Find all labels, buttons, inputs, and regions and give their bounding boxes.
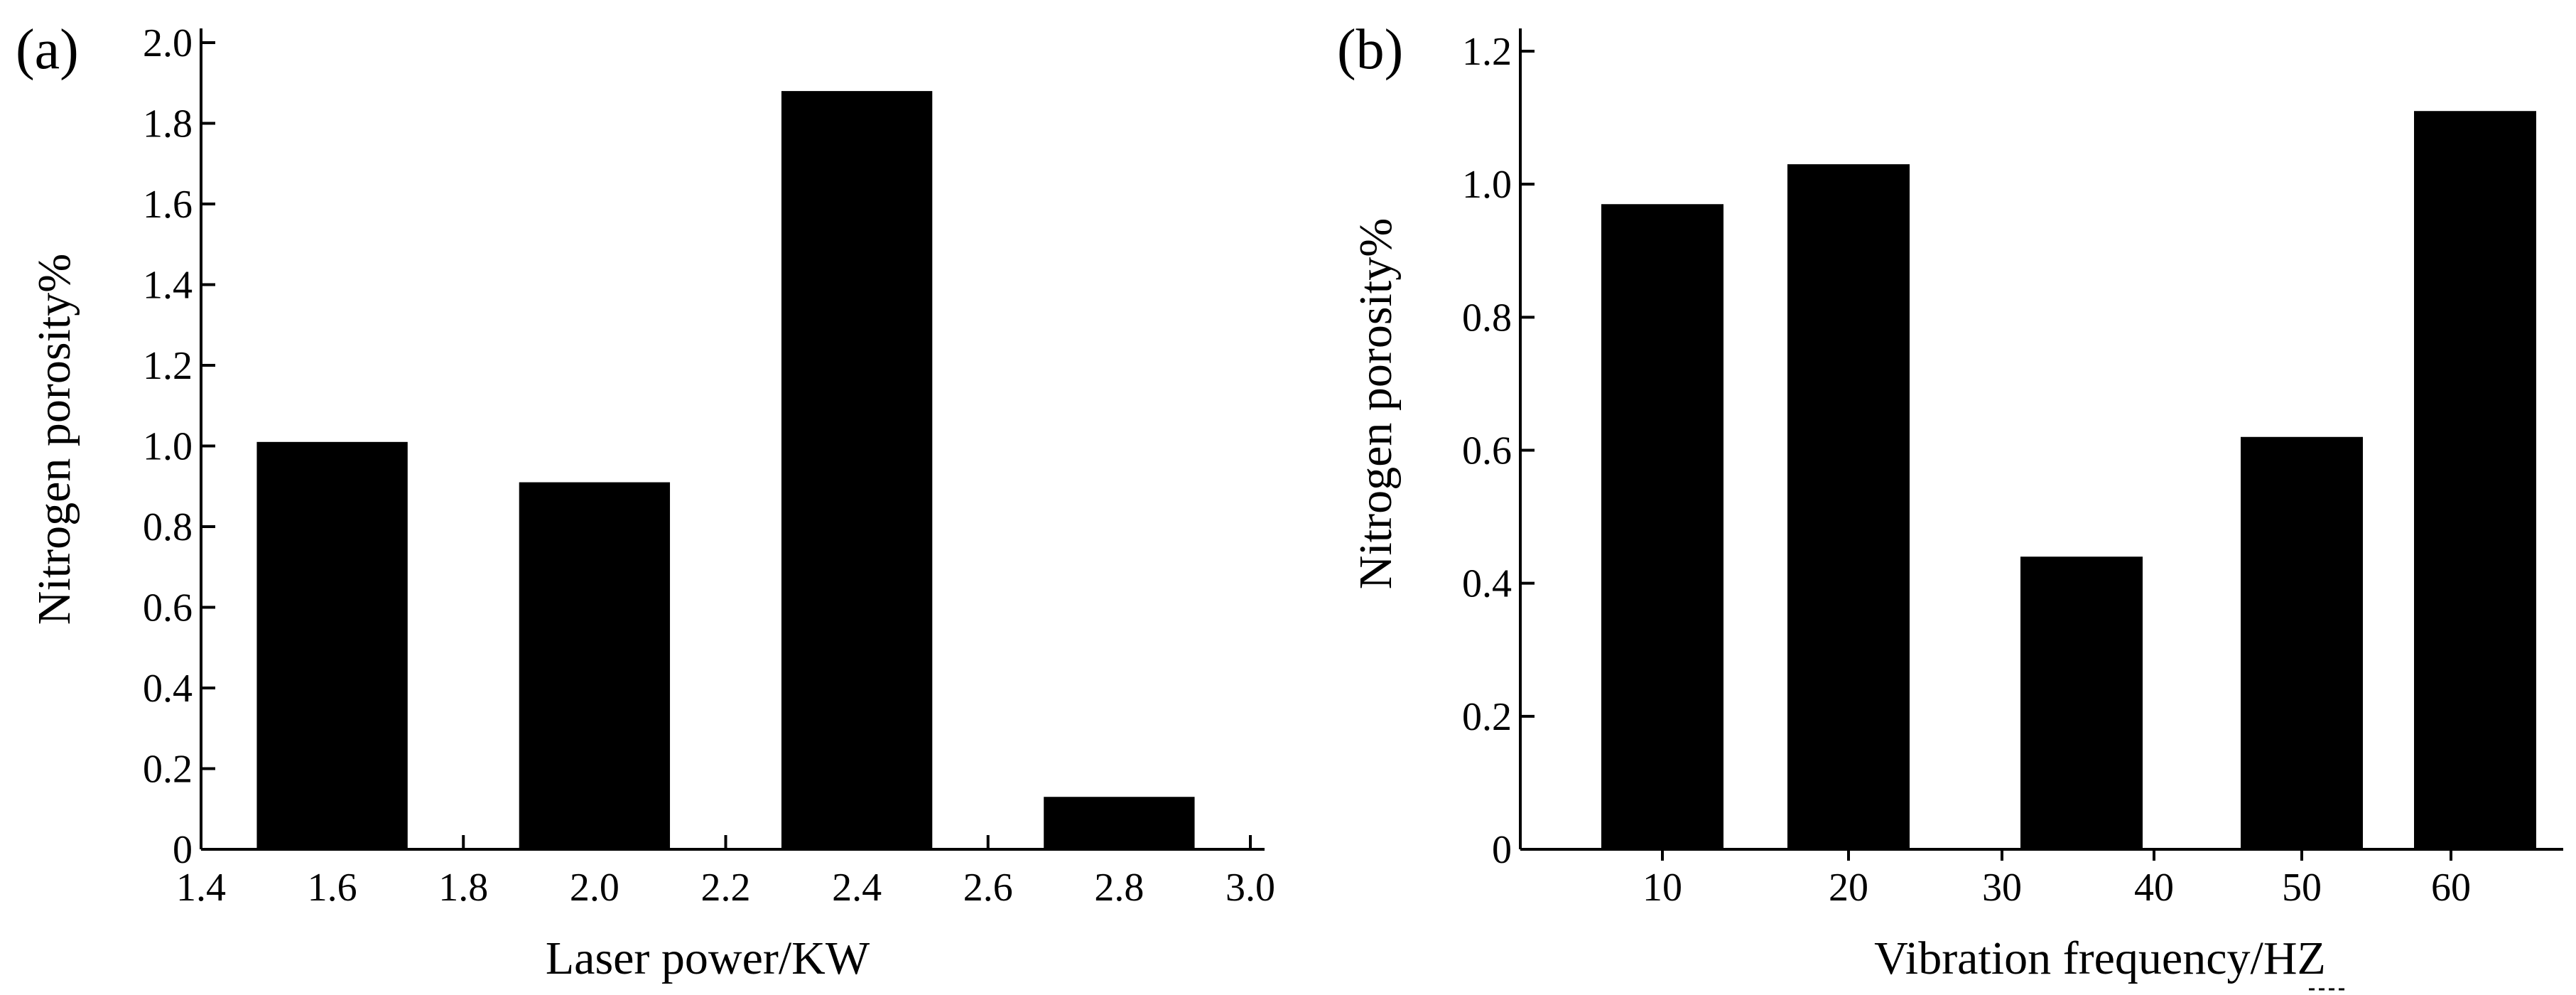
bar-b-3 xyxy=(2020,556,2143,849)
x-tick-label-b: 60 xyxy=(2431,866,2471,910)
x-tick-label-a: 2.4 xyxy=(832,866,882,910)
bar-b-2 xyxy=(1787,164,1910,849)
chart-panel-b: (b) 0 0.2 0.4 0.6 0.8 1.0 1.2 10 20 30 40 50 60 Vib… xyxy=(1337,18,2563,991)
bar-a-3 xyxy=(781,91,933,850)
y-tick-label-b: 0.2 xyxy=(1462,695,1512,739)
y-tick-label-a: 0.8 xyxy=(143,505,193,549)
panel-label-a: (a) xyxy=(16,18,79,81)
y-axis-title-b: Nitrogen porosity% xyxy=(1350,218,1402,589)
y-tick-label-a: 1.6 xyxy=(143,183,193,227)
x-tick-label-a: 1.8 xyxy=(438,866,488,910)
y-tick-label-a: 0.6 xyxy=(143,586,193,630)
x-tick-label-b: 20 xyxy=(1829,866,1868,910)
x-tick-label-b: 30 xyxy=(1982,866,2022,910)
x-axis-title-b: Vibration frequency/HZ xyxy=(1874,932,2326,984)
y-tick-label-a: 2.0 xyxy=(143,21,193,65)
y-tick-label-a: 0.4 xyxy=(143,667,193,711)
chart-panel-a: (a) 0 0.2 0.4 0.6 0.8 1.0 1.2 1.4 1.6 1.8 2.0 1.4 1… xyxy=(16,18,1275,984)
x-tick-label-a: 2.6 xyxy=(963,866,1013,910)
x-tick-label-b: 40 xyxy=(2134,866,2174,910)
bar-b-5 xyxy=(2414,111,2536,850)
x-tick-label-b: 10 xyxy=(1643,866,1682,910)
y-tick-label-b: 0.8 xyxy=(1462,296,1512,340)
x-tick-label-a: 3.0 xyxy=(1225,866,1275,910)
x-axis-title-a: Laser power/KW xyxy=(546,932,870,984)
x-tick-label-b: 50 xyxy=(2282,866,2322,910)
y-tick-label-b: 0 xyxy=(1492,828,1512,872)
y-tick-label-a: 0.2 xyxy=(143,748,193,792)
y-tick-label-a: 1.4 xyxy=(143,264,193,308)
y-tick-label-a: 0 xyxy=(173,828,193,872)
panel-label-b: (b) xyxy=(1337,18,1403,81)
x-tick-label-a: 2.8 xyxy=(1094,866,1144,910)
y-tick-label-a: 1.2 xyxy=(143,344,193,388)
y-tick-label-a: 1.0 xyxy=(143,425,193,469)
y-tick-label-a: 1.8 xyxy=(143,102,193,146)
y-tick-label-b: 1.0 xyxy=(1462,163,1512,207)
y-tick-label-b: 0.6 xyxy=(1462,429,1512,473)
x-tick-label-a: 1.4 xyxy=(176,866,226,910)
y-axis-title-a: Nitrogen porosity% xyxy=(28,254,80,625)
bar-a-4 xyxy=(1044,797,1195,849)
bar-a-1 xyxy=(256,441,408,849)
x-tick-label-a: 2.0 xyxy=(570,866,619,910)
bar-a-2 xyxy=(519,482,671,849)
y-tick-label-b: 0.4 xyxy=(1462,562,1512,606)
y-tick-label-b: 1.2 xyxy=(1462,30,1512,74)
bar-b-4 xyxy=(2241,436,2363,849)
x-tick-label-a: 2.2 xyxy=(701,866,751,910)
bar-b-1 xyxy=(1601,204,1723,849)
x-tick-label-a: 1.6 xyxy=(308,866,357,910)
